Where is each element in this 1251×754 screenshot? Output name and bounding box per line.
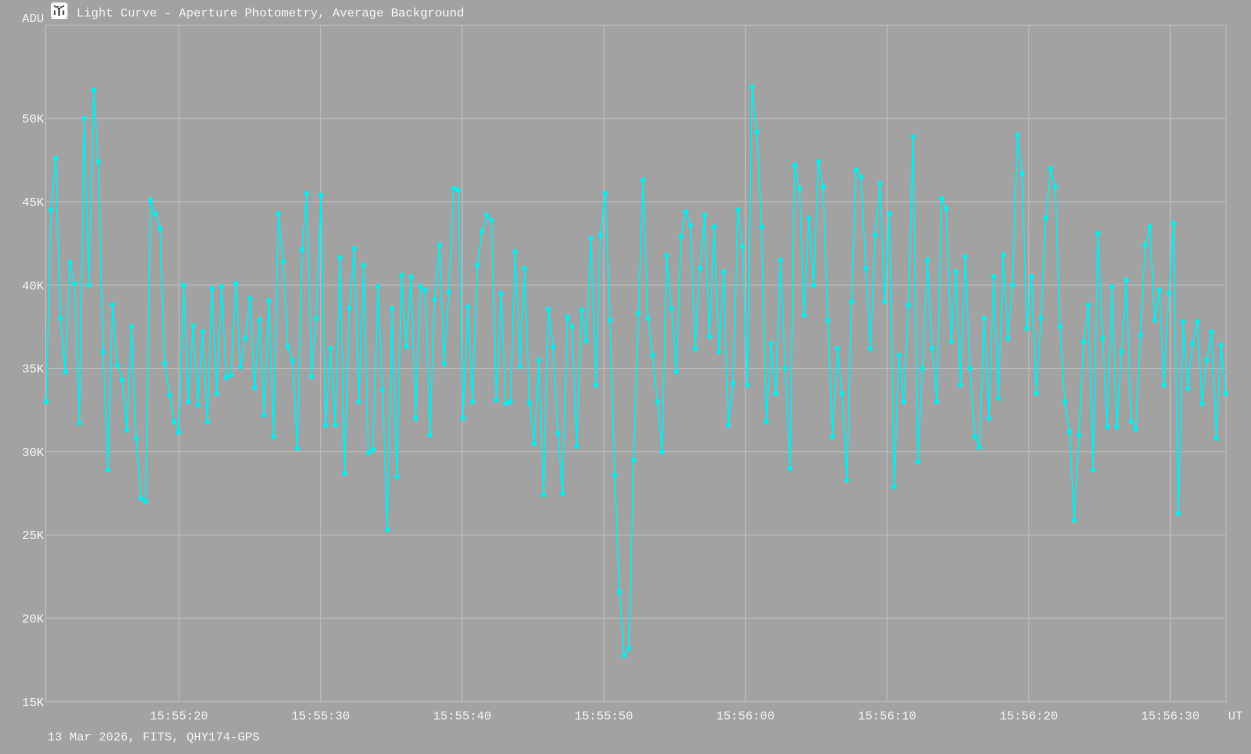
svg-text:15:55:40: 15:55:40 <box>433 710 492 724</box>
svg-text:15K: 15K <box>22 696 45 710</box>
svg-text:15:56:10: 15:56:10 <box>858 710 917 724</box>
svg-text:15:56:00: 15:56:00 <box>716 710 775 724</box>
svg-text:50K: 50K <box>22 113 45 127</box>
svg-text:13 Mar 2026, FITS, QHY174-GPS: 13 Mar 2026, FITS, QHY174-GPS <box>48 731 260 745</box>
svg-text:30K: 30K <box>22 446 45 460</box>
svg-text:ADU: ADU <box>22 12 44 26</box>
svg-text:15:55:20: 15:55:20 <box>150 710 209 724</box>
svg-text:35K: 35K <box>22 363 45 377</box>
svg-text:15:55:30: 15:55:30 <box>291 710 350 724</box>
svg-text:25K: 25K <box>22 529 45 543</box>
svg-text:45K: 45K <box>22 196 45 210</box>
svg-text:UT: UT <box>1228 710 1243 724</box>
svg-text:15:56:20: 15:56:20 <box>999 710 1058 724</box>
svg-text:40K: 40K <box>22 279 45 293</box>
svg-text:15:55:50: 15:55:50 <box>575 710 634 724</box>
svg-text:15:56:30: 15:56:30 <box>1141 710 1200 724</box>
svg-text:Light Curve - Aperture Photome: Light Curve - Aperture Photometry, Avera… <box>77 7 465 21</box>
svg-text:20K: 20K <box>22 613 45 627</box>
